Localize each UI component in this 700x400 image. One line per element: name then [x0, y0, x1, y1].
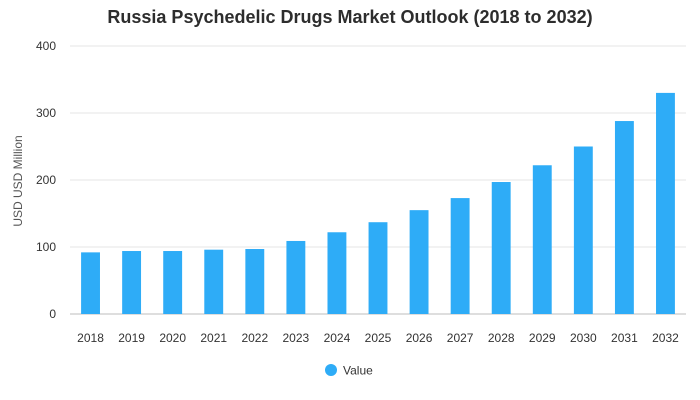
bar-2024[interactable]	[327, 232, 347, 314]
bar-2030[interactable]	[573, 146, 593, 315]
legend-swatch-value	[325, 364, 337, 376]
x-tick-label-2029: 2029	[529, 331, 556, 345]
x-tick-label-2023: 2023	[283, 331, 310, 345]
y-tick-label: 400	[36, 39, 56, 53]
x-tick-label-2028: 2028	[488, 331, 515, 345]
x-tick-label-2018: 2018	[77, 331, 104, 345]
y-axis-ticks: 0 100 200 300 400	[36, 39, 56, 321]
x-tick-label-2030: 2030	[570, 331, 597, 345]
legend-label-value: Value	[343, 364, 373, 378]
x-tick-label-2031: 2031	[611, 331, 638, 345]
legend[interactable]: Value	[325, 364, 373, 378]
x-tick-label-2027: 2027	[447, 331, 474, 345]
bar-2019[interactable]	[122, 251, 142, 314]
chart-title: Russia Psychedelic Drugs Market Outlook …	[107, 7, 593, 27]
y-tick-label: 100	[36, 240, 56, 254]
bar-2026[interactable]	[409, 210, 429, 314]
y-tick-label: 0	[49, 307, 56, 321]
bar-2028[interactable]	[491, 182, 511, 314]
x-tick-label-2032: 2032	[652, 331, 679, 345]
bar-2027[interactable]	[450, 198, 470, 314]
bar-2025[interactable]	[368, 222, 388, 314]
bar-2023[interactable]	[286, 240, 306, 314]
x-tick-label-2019: 2019	[118, 331, 145, 345]
bar-2029[interactable]	[532, 165, 552, 314]
y-tick-label: 200	[36, 173, 56, 187]
bar-2021[interactable]	[204, 249, 224, 314]
bar-2020[interactable]	[163, 251, 183, 314]
x-tick-label-2024: 2024	[324, 331, 351, 345]
bar-2022[interactable]	[245, 249, 265, 314]
y-tick-label: 300	[36, 106, 56, 120]
bar-2031[interactable]	[614, 121, 634, 314]
x-tick-label-2025: 2025	[365, 331, 392, 345]
bar-2032[interactable]	[656, 92, 675, 315]
bar-2018[interactable]	[81, 252, 100, 314]
x-tick-label-2021: 2021	[200, 331, 227, 345]
x-tick-label-2022: 2022	[241, 331, 268, 345]
bars	[81, 92, 675, 315]
y-axis-title: USD USD Million	[11, 135, 25, 226]
x-axis-ticks: 2018 2019 2020 2021 2022 2023 2024 2025 2026 2027…	[77, 331, 679, 345]
x-tick-label-2026: 2026	[406, 331, 433, 345]
x-tick-label-2020: 2020	[159, 331, 186, 345]
